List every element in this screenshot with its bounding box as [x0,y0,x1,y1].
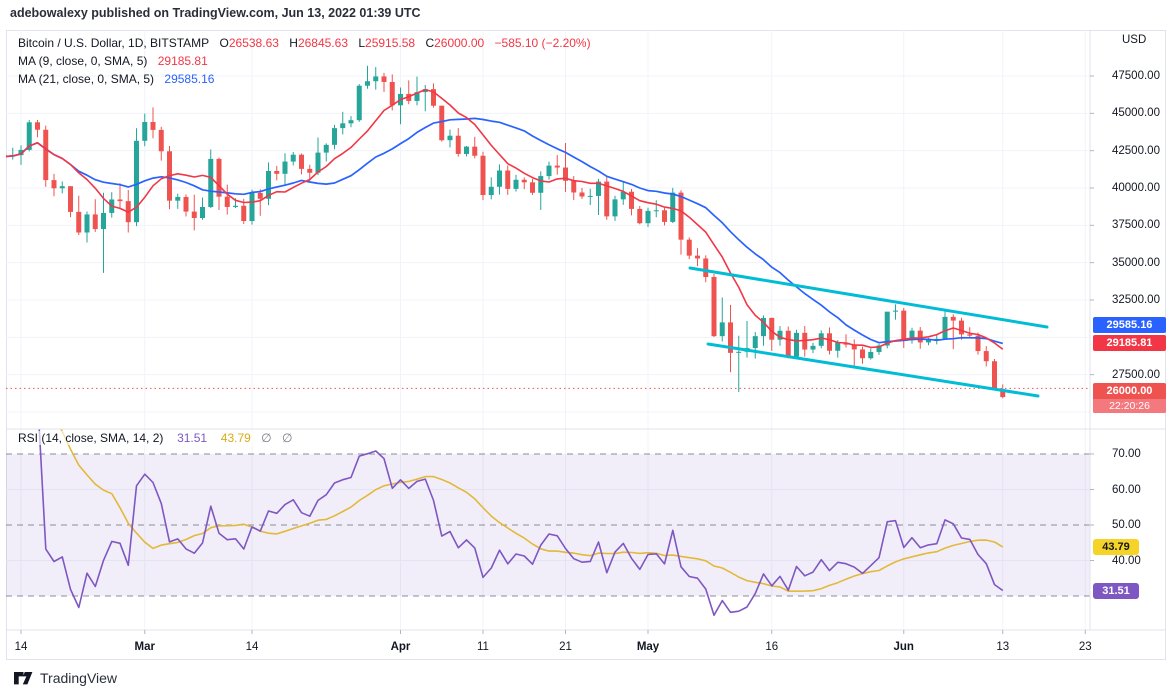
rsi-empty-band-lower: ∅ [281,431,293,445]
ma9-value: 29185.81 [157,54,208,68]
price-axis-currency[interactable]: USD [1122,34,1147,46]
tradingview-logo-text: TradingView [40,670,118,686]
rsi-axis-tick: 70.00 [1112,448,1141,460]
open-label: O [219,36,229,50]
price-axis-tick: 32500.00 [1112,294,1160,306]
low-label: L [358,36,366,50]
price-axis-tick: 35000.00 [1112,256,1160,269]
ma9-price-tag: 29185.81 [1093,335,1166,351]
ma9-label: MA (9, close, 0, SMA, 5) [18,54,148,68]
ma21-value: 29585.16 [164,72,215,86]
time-axis-label: May [636,641,660,653]
time-axis-label: 21 [559,641,572,653]
ma21-label: MA (21, close, 0, SMA, 5) [18,72,155,86]
price-axis-tick: 42500.00 [1112,144,1160,157]
time-axis-label: 11 [477,641,489,653]
time-axis-label: 14 [245,641,259,653]
change-value: −585.10 (−2.20%) [494,36,591,50]
rsi-label: RSI (14, close, SMA, 14, 2) [18,431,164,445]
time-axis-label: 14 [14,641,28,653]
open-value: 26538.63 [228,36,279,50]
high-value: 26845.63 [297,36,348,50]
rsi-empty-band-upper: ∅ [261,431,272,445]
price-axis-tick: 37500.00 [1112,219,1160,232]
symbol-row: Bitcoin / U.S. Dollar, 1D, BITSTAMP O265… [18,34,591,52]
rsi-value: 31.51 [177,431,208,445]
ma21-row: MA (21, close, 0, SMA, 5) 29585.16 [18,70,591,88]
bar-countdown: 22:20:26 [1093,399,1166,413]
time-axis-label: 16 [765,641,779,653]
price-axis-tick: 45000.00 [1112,107,1160,120]
time-axis-label: 13 [996,641,1010,653]
price-axis-tick: 47500.00 [1112,70,1160,82]
rsi-value-tag: 31.51 [1093,583,1139,599]
symbol-title: Bitcoin / U.S. Dollar, 1D, BITSTAMP [18,36,210,50]
rsi-axis-tick: 60.00 [1112,483,1141,496]
high-label: H [289,36,298,50]
close-value: 26000.00 [434,36,485,50]
rsi-axis-tick: 50.00 [1112,519,1141,531]
publish-header: adebowalexy published on TradingView.com… [10,6,421,20]
price-axis-tick: 40000.00 [1112,182,1160,194]
rsi-legend: RSI (14, close, SMA, 14, 2) 31.51 43.79 … [18,431,297,445]
symbol-legend: Bitcoin / U.S. Dollar, 1D, BITSTAMP O265… [18,34,591,88]
time-axis-label: Jun [893,641,914,653]
close-label: C [425,36,435,50]
rsi-axis-tick: 40.00 [1112,554,1141,567]
ma21-price-tag: 29585.16 [1093,317,1166,333]
rsi-signal-value: 43.79 [220,431,251,445]
low-value: 25915.58 [365,36,416,50]
ma9-row: MA (9, close, 0, SMA, 5) 29185.81 [18,52,591,70]
last-price-tag: 26000.00 22:20:26 [1093,383,1166,413]
time-axis-label: Apr [390,641,411,653]
price-axis-tick: 27500.00 [1112,368,1160,381]
rsi-signal-tag: 43.79 [1093,539,1139,555]
price-and-rsi-chart-canvas[interactable] [6,30,1167,660]
tradingview-logo-icon [14,671,33,684]
last-price-value: 26000.00 [1106,385,1153,397]
time-axis-label: 23 [1078,641,1092,653]
tradingview-logo[interactable]: TradingView [14,670,117,686]
time-axis-label: Mar [134,641,155,653]
